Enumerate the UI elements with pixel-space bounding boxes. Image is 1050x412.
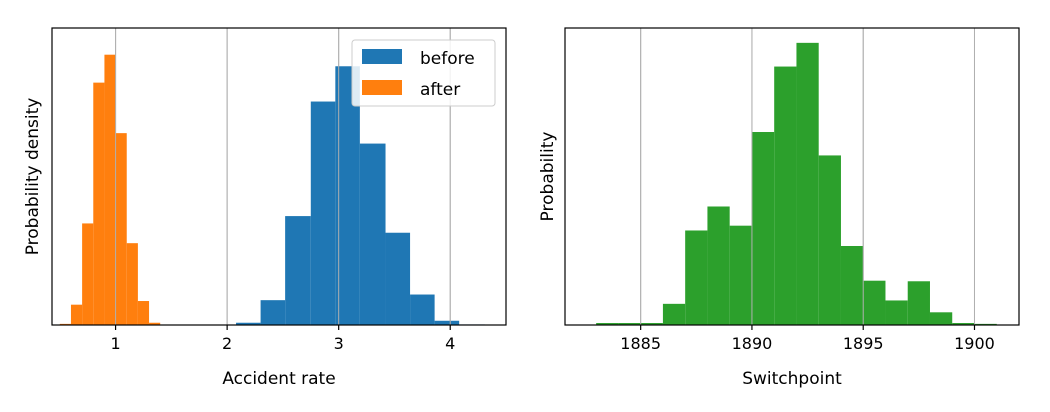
histogram-bar-before <box>335 66 360 326</box>
histogram-bar-switchpoint <box>774 66 797 325</box>
histogram-bar-after <box>104 54 116 326</box>
histogram-bar-switchpoint <box>818 155 841 325</box>
chart-rate-panel: 1 2 3 4 Accident rate Probability density b… <box>23 27 507 389</box>
histogram-bar-before <box>385 232 411 325</box>
histogram-bar-switchpoint <box>729 225 752 325</box>
rate-tick-label: 4 <box>445 334 455 353</box>
histogram-bar-before <box>310 101 336 325</box>
histogram-bar-switchpoint <box>618 323 641 325</box>
rate-x-axis-label: Accident rate <box>222 369 335 389</box>
legend-swatch-before <box>362 49 402 64</box>
histogram-bar-switchpoint <box>929 312 953 325</box>
switchpoint-x-ticks: 1885 1890 1895 1900 <box>620 325 995 353</box>
histogram-bar-after <box>93 82 105 325</box>
histogram-bar-switchpoint <box>952 323 975 325</box>
legend: before after <box>351 39 496 107</box>
histogram-bar-switchpoint <box>685 230 708 325</box>
switchpoint-histogram-bars <box>596 28 997 325</box>
switchpoint-tick-label: 1890 <box>732 334 773 353</box>
histogram-bar-after <box>137 301 150 325</box>
histogram-bar-switchpoint <box>751 132 775 325</box>
histogram-bar-switchpoint <box>840 245 864 325</box>
switchpoint-tick-label: 1895 <box>843 334 884 353</box>
histogram-bar-before <box>434 320 460 325</box>
histogram-bar-after <box>70 304 83 325</box>
histogram-bar-before <box>410 294 435 325</box>
legend-label-after: after <box>420 80 460 100</box>
histogram-bar-after <box>126 243 138 325</box>
rate-tick-label: 1 <box>110 334 120 353</box>
histogram-bar-after <box>115 133 127 325</box>
histogram-bar-switchpoint <box>907 281 930 325</box>
rate-y-axis-label: Probability density <box>23 98 43 256</box>
histogram-bar-switchpoint <box>796 42 819 325</box>
histogram-bar-before <box>285 216 311 325</box>
histogram-bar-switchpoint <box>707 206 730 325</box>
switchpoint-tick-label: 1885 <box>620 334 661 353</box>
switchpoint-axes-frame <box>564 27 1020 326</box>
histogram-bar-switchpoint <box>863 280 886 325</box>
histogram-bar-after <box>82 223 94 325</box>
histogram-bar-before <box>236 322 261 325</box>
histogram-bar-switchpoint <box>885 300 908 325</box>
legend-label-before: before <box>420 49 475 69</box>
rate-histogram-bars <box>59 28 485 326</box>
rate-x-ticks: 1 2 3 4 <box>110 325 455 353</box>
switchpoint-y-axis-label: Probability <box>538 132 558 222</box>
switchpoint-tick-label: 1900 <box>954 334 995 353</box>
chart-switchpoint-panel: 1885 1890 1895 1900 Switchpoint Probability <box>538 27 1020 389</box>
legend-swatch-after <box>362 80 402 95</box>
histogram-bar-switchpoint <box>640 323 663 325</box>
histogram-bar-before <box>260 300 286 325</box>
histogram-bar-switchpoint <box>662 303 686 325</box>
rate-tick-label: 2 <box>222 334 232 353</box>
rate-tick-label: 3 <box>334 334 344 353</box>
rate-axes-frame <box>51 27 507 326</box>
switchpoint-x-axis-label: Switchpoint <box>742 369 842 389</box>
histogram-bar-switchpoint <box>596 323 619 325</box>
histogram-bar-after <box>149 322 161 325</box>
histogram-bar-before <box>359 143 386 325</box>
